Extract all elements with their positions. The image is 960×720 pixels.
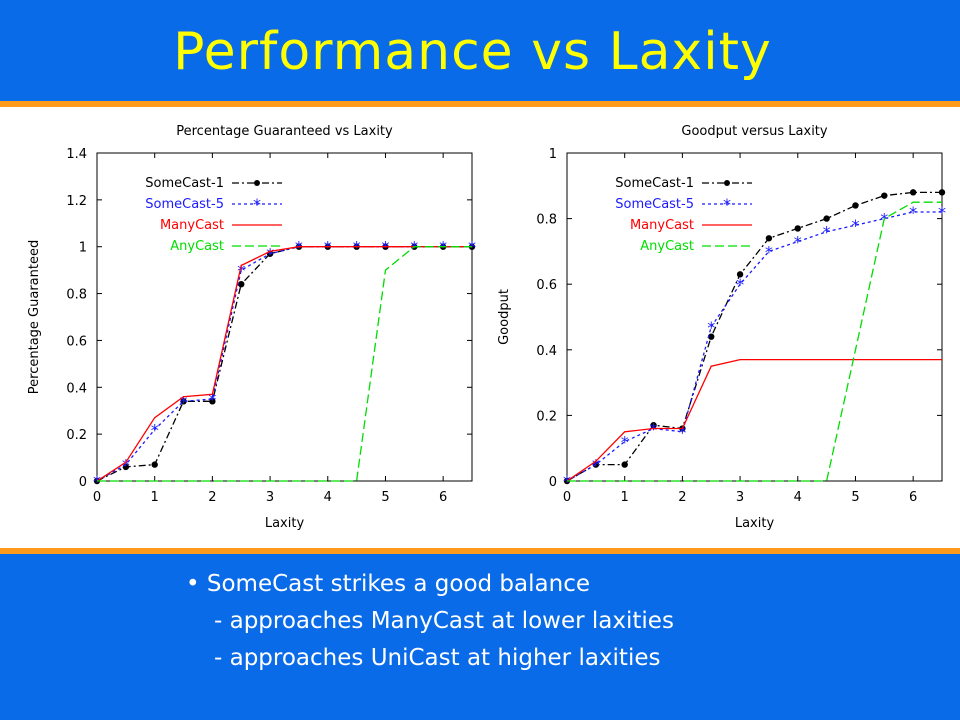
x-axis-label: Laxity <box>735 516 775 531</box>
data-point <box>151 461 158 468</box>
y-tick-label: 0.8 <box>536 213 557 228</box>
data-point <box>736 271 744 278</box>
y-tick-label: 0.2 <box>66 428 87 443</box>
data-point <box>708 333 715 340</box>
y-tick-label: 0 <box>79 475 87 490</box>
y-tick-label: 0.4 <box>536 344 557 359</box>
y-tick-label: 0 <box>549 475 557 490</box>
data-point: * <box>180 392 188 411</box>
series-line-somecast-1 <box>96 246 472 482</box>
series-line-anycast <box>567 201 942 482</box>
y-tick-label: 1.4 <box>66 147 87 162</box>
bullet-text: SomeCast strikes a good balance <box>206 571 590 597</box>
data-point: * <box>851 216 859 235</box>
legend-label: AnyCast <box>640 239 694 254</box>
chart-panel: Percentage Guaranteed vs Laxity 0 1 2 3 4 5 6 0 0… <box>0 107 960 548</box>
y-tick-label: 1.2 <box>66 194 87 209</box>
x-tick-label: 5 <box>381 490 389 505</box>
data-point: * <box>122 456 130 475</box>
legend-label: SomeCast-1 <box>145 176 224 191</box>
x-tick-label: 6 <box>909 490 917 505</box>
y-tick-label: 1 <box>79 241 87 256</box>
data-point: * <box>621 433 629 452</box>
chart-title: Goodput versus Laxity <box>681 124 828 139</box>
data-point <box>881 192 888 199</box>
data-point: * <box>736 275 744 294</box>
bullet-sub-2: - approaches UniCast at higher laxities <box>214 645 661 671</box>
legend-marker <box>254 180 260 186</box>
data-point: * <box>794 233 802 252</box>
series-line-manycast <box>96 246 472 482</box>
legend-marker: * <box>723 195 731 214</box>
chart-percentage-guaranteed: Percentage Guaranteed vs Laxity 0 1 2 3 4 5 6 0 0… <box>27 124 476 531</box>
y-axis-label: Percentage Guaranteed <box>27 240 42 394</box>
slide-title: Performance vs Laxity <box>173 22 772 82</box>
chart-title: Percentage Guaranteed vs Laxity <box>176 124 393 139</box>
data-point: * <box>592 456 600 475</box>
x-tick-label: 6 <box>439 490 447 505</box>
x-tick-label: 2 <box>678 490 686 505</box>
legend-label: SomeCast-5 <box>145 197 224 212</box>
top-divider <box>0 101 960 107</box>
legend-marker: * <box>253 195 261 214</box>
y-tick-label: 0.4 <box>66 381 87 396</box>
data-point <box>852 202 859 209</box>
y-tick-label: 1 <box>549 147 557 162</box>
legend-label: ManyCast <box>630 218 694 233</box>
legend-label: ManyCast <box>160 218 224 233</box>
x-tick-label: 4 <box>324 490 332 505</box>
x-tick-label: 1 <box>621 490 629 505</box>
data-point: * <box>237 261 245 280</box>
data-point: * <box>266 245 274 264</box>
y-axis-label: Goodput <box>497 289 512 345</box>
legend-marker <box>724 180 730 186</box>
x-tick-label: 0 <box>563 490 571 505</box>
y-tick-label: 0.8 <box>66 288 87 303</box>
bullet-main: • SomeCast strikes a good balance <box>186 566 674 603</box>
data-point: * <box>823 223 831 242</box>
x-tick-label: 2 <box>208 490 216 505</box>
data-point: * <box>151 420 159 439</box>
data-point <box>794 225 801 232</box>
series-line-somecast-1 <box>566 191 942 482</box>
data-point <box>938 189 946 196</box>
x-tick-label: 5 <box>851 490 859 505</box>
x-tick-label: 0 <box>93 490 101 505</box>
data-point: * <box>208 390 216 409</box>
x-tick-label: 1 <box>151 490 159 505</box>
series-line-anycast <box>97 246 472 482</box>
x-axis-label: Laxity <box>265 516 305 531</box>
data-point <box>621 461 628 468</box>
data-point <box>238 281 245 288</box>
series-line-somecast-5 <box>96 246 472 482</box>
y-tick-label: 0.6 <box>536 278 557 293</box>
chart-goodput: Goodput versus Laxity 0 1 2 3 4 5 6 0 0.2 0.4 0.6 0.… <box>497 124 946 531</box>
x-tick-label: 3 <box>266 490 274 505</box>
data-point <box>650 422 657 429</box>
legend-label: SomeCast-5 <box>615 197 694 212</box>
bullet-list: • SomeCast strikes a good balance - appr… <box>186 566 674 677</box>
y-tick-label: 0.6 <box>66 334 87 349</box>
legend-label: SomeCast-1 <box>615 176 694 191</box>
data-point <box>909 189 917 196</box>
data-point <box>765 235 773 242</box>
data-point: * <box>938 203 946 222</box>
data-point: * <box>909 203 917 222</box>
bottom-divider <box>0 548 960 554</box>
x-tick-label: 4 <box>794 490 802 505</box>
data-point: * <box>765 242 773 261</box>
data-point: * <box>678 423 686 442</box>
bullet-dot: • <box>186 571 200 597</box>
bullet-sub-1: - approaches ManyCast at lower laxities <box>214 608 674 634</box>
series-line-somecast-5 <box>566 211 942 482</box>
legend-label: AnyCast <box>170 239 224 254</box>
y-tick-label: 0.2 <box>536 409 557 424</box>
x-tick-label: 3 <box>736 490 744 505</box>
data-point <box>823 215 830 222</box>
data-point: * <box>707 318 715 337</box>
series-line-manycast <box>566 358 942 482</box>
